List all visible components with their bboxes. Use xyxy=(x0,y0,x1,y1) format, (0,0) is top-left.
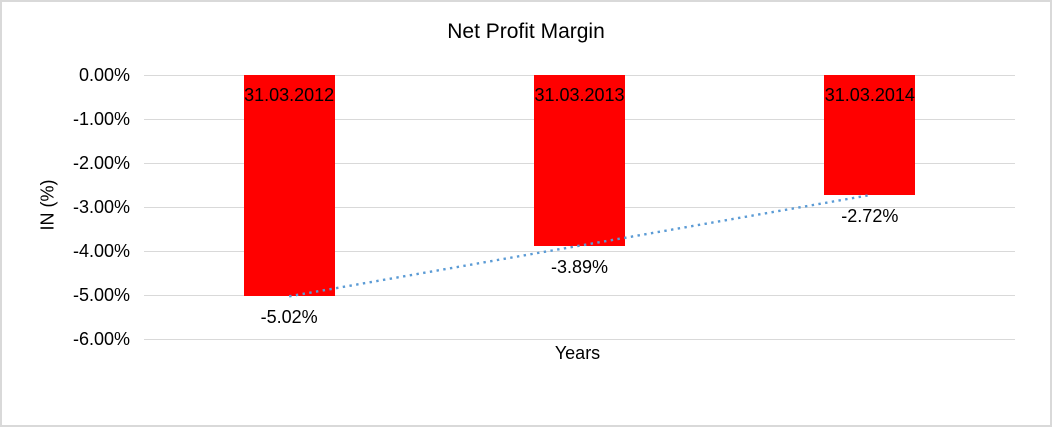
category-label: 31.03.2012 xyxy=(244,85,335,105)
y-axis-tick-label: -2.00% xyxy=(72,153,130,173)
chart-title: Net Profit Margin xyxy=(447,20,605,43)
data-label: -3.89% xyxy=(550,257,609,278)
category-label: 31.03.2013 xyxy=(534,85,625,105)
y-axis-tick-label: -6.00% xyxy=(72,329,130,349)
y-axis-tick-label: -5.00% xyxy=(72,285,130,305)
bar-31.03.2014 xyxy=(824,75,916,195)
y-axis-tick-label: -1.00% xyxy=(72,109,130,129)
bar-31.03.2012 xyxy=(243,75,335,296)
gridline xyxy=(144,339,1015,340)
y-axis-tick-label: 0.00% xyxy=(78,65,130,85)
y-axis-tick-label: -3.00% xyxy=(72,197,130,217)
data-label: -5.02% xyxy=(260,306,318,327)
x-axis-title: Years xyxy=(554,343,601,363)
data-label: -2.72% xyxy=(841,205,899,226)
y-axis-tick-label: -4.00% xyxy=(72,241,130,261)
category-label: 31.03.2014 xyxy=(824,85,915,105)
